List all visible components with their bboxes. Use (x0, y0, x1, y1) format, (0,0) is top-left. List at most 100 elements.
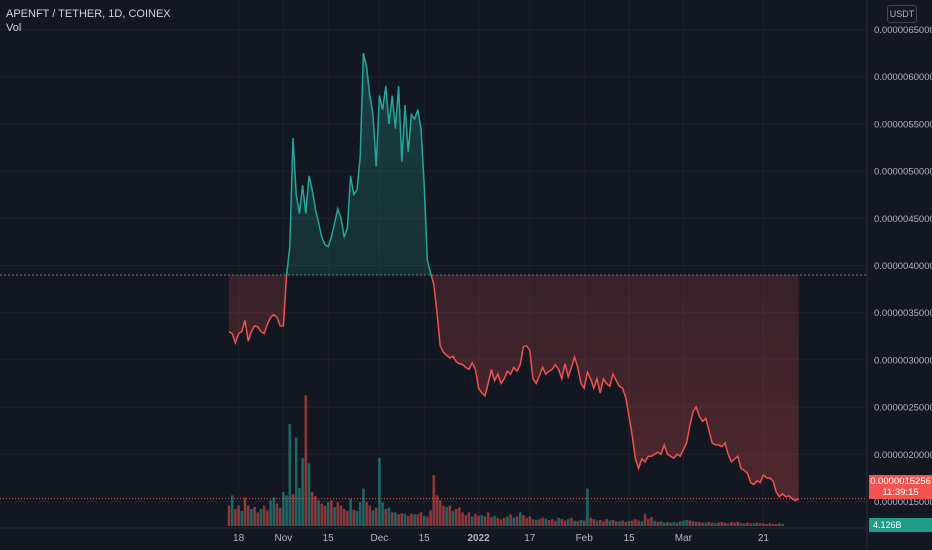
volume-bar (445, 507, 448, 526)
volume-bar (426, 516, 429, 526)
volume-bar (400, 513, 404, 526)
volume-bar (384, 509, 388, 526)
volume-bar (429, 510, 432, 526)
volume-bar (515, 516, 519, 526)
volume-bar (253, 507, 256, 526)
volume-bar (659, 521, 663, 526)
volume-bar (256, 512, 260, 526)
volume-bars (227, 395, 784, 526)
price-tick-label: 0.0000035000 (874, 308, 932, 319)
volume-bar (470, 516, 474, 526)
volume-bar (528, 516, 532, 526)
volume-bar (394, 512, 397, 526)
volume-bar (317, 500, 320, 526)
price-tick-label: 0.0000030000 (874, 355, 932, 366)
volume-bar (288, 424, 292, 526)
price-axis[interactable]: 0.0000065000 0.0000060000 0.0000055000 0.00… (874, 25, 932, 508)
volume-bar (701, 522, 704, 526)
volume-bar (752, 523, 756, 526)
volume-bar (563, 520, 567, 526)
volume-bar (454, 509, 458, 526)
volume-bar (323, 505, 327, 526)
time-tick-label: 15 (419, 533, 431, 544)
time-tick-label: 2022 (467, 533, 490, 544)
volume-bar (474, 513, 477, 526)
volume-bar (496, 517, 500, 526)
volume-bar (682, 520, 685, 526)
volume-bar (653, 520, 656, 526)
volume-bar (365, 502, 368, 526)
volume-bar (330, 500, 333, 526)
volume-bar (499, 519, 503, 526)
volume-bar (390, 512, 394, 526)
volume-bar (592, 519, 596, 526)
symbol-title[interactable]: APENFT / TETHER, 1D, COINEX (6, 8, 171, 20)
volume-bar (301, 458, 304, 526)
price-tick-label: 0.0000025000 (874, 403, 932, 414)
volume-bar (566, 519, 570, 526)
volume-bar (320, 503, 324, 526)
price-tick-label: 0.0000020000 (874, 450, 932, 461)
volume-bar (650, 517, 653, 526)
volume-bar (611, 519, 615, 526)
last-price-label: 0.0000015256 11:39:15 (869, 475, 932, 499)
volume-bar (598, 519, 602, 526)
volume-bar (733, 522, 736, 526)
chart-legend: APENFT / TETHER, 1D, COINEX Vol (6, 7, 171, 35)
time-tick-label: 18 (233, 533, 245, 544)
time-axis[interactable]: 18 Nov 15 Dec 15 2022 17 Feb 15 Mar 21 (0, 527, 867, 544)
volume-bar (419, 512, 423, 526)
volume-bar (490, 517, 493, 526)
volume-bar (765, 524, 768, 526)
volume-bar (534, 519, 538, 526)
volume-bar (230, 495, 234, 526)
currency-button[interactable]: USDT (887, 5, 917, 23)
volume-bar (742, 523, 746, 526)
volume-bar (736, 521, 740, 526)
volume-bar (442, 505, 445, 526)
volume-bar (368, 505, 372, 526)
price-tick-label: 0.0000015000 (874, 497, 932, 508)
volume-bar (378, 458, 381, 526)
volume-bar (410, 513, 413, 526)
price-tick-label: 0.0000060000 (874, 72, 932, 83)
price-line-down (228, 274, 799, 502)
volume-bar (451, 511, 455, 526)
volume-bar (627, 521, 631, 526)
volume-bar (432, 475, 436, 526)
volume-bar (371, 510, 375, 526)
volume-bar (310, 492, 314, 526)
time-tick-label: 17 (524, 533, 536, 544)
volume-bar (304, 395, 308, 526)
volume-bar (656, 521, 660, 526)
volume-bar (275, 503, 279, 526)
volume-bar (698, 521, 701, 526)
bar-countdown: 11:39:15 (882, 487, 919, 498)
volume-bar (739, 523, 743, 526)
volume-bar (672, 521, 676, 526)
volume-bar (774, 524, 778, 526)
reference-lines (0, 274, 867, 500)
volume-bar (483, 516, 487, 526)
time-tick-label: 15 (623, 533, 635, 544)
volume-bar (634, 519, 637, 526)
volume-bar (406, 515, 410, 526)
volume-bar (758, 523, 762, 526)
volume-bar (608, 520, 612, 526)
volume-bar (624, 521, 628, 526)
volume-bar (355, 511, 359, 526)
volume-indicator-label[interactable]: Vol (6, 22, 22, 34)
volume-bar (714, 523, 717, 526)
volume-bar (506, 516, 509, 526)
volume-bar (413, 514, 416, 526)
volume-bar (422, 515, 426, 526)
volume-bar (477, 515, 480, 526)
volume-bar (240, 511, 244, 526)
volume-bar (602, 521, 605, 526)
volume-bar (518, 512, 522, 526)
volume-bar (250, 509, 253, 526)
volume-bar (755, 522, 759, 526)
volume-bar (730, 521, 733, 526)
volume-bar (621, 520, 624, 526)
